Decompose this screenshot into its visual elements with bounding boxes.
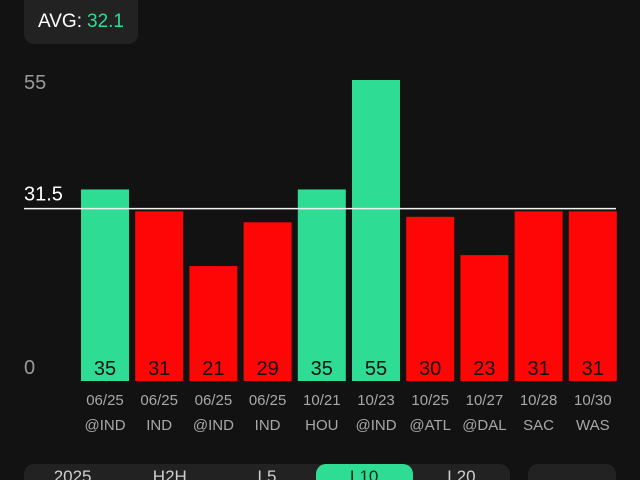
x-tick-opponent-label: IND bbox=[255, 417, 281, 434]
x-tick-date-label: 06/25 bbox=[195, 392, 233, 409]
bar bbox=[568, 211, 617, 381]
bar-value-label: 31 bbox=[582, 358, 604, 380]
x-tick-opponent-label: WAS bbox=[576, 417, 610, 434]
x-tick-opponent-label: @DAL bbox=[462, 417, 506, 434]
x-tick-date-label: 10/27 bbox=[466, 392, 504, 409]
x-tick-opponent-label: IND bbox=[146, 417, 172, 434]
bar bbox=[297, 189, 346, 381]
y-tick-label: 55 bbox=[24, 72, 46, 94]
bar-value-label: 55 bbox=[365, 358, 387, 380]
tab-l5[interactable]: L5 bbox=[257, 467, 277, 480]
bar bbox=[81, 189, 129, 381]
reference-line-label: 31.5 bbox=[24, 184, 63, 206]
x-tick-opponent-label: SAC bbox=[523, 417, 554, 434]
bar bbox=[135, 211, 184, 381]
bar-value-label: 30 bbox=[419, 358, 441, 380]
game-log-bar-chart: 55 0 35 06/25 @IND 31 06/25 IND 21 06/25 @IND 29 06/… bbox=[24, 72, 617, 434]
average-value: 32.1 bbox=[87, 11, 124, 32]
bar bbox=[406, 216, 455, 381]
x-tick-date-label: 06/25 bbox=[86, 392, 124, 409]
bar bbox=[460, 255, 509, 381]
bar-value-label: 21 bbox=[202, 358, 224, 380]
x-tick-date-label: 06/25 bbox=[140, 392, 178, 409]
x-tick-date-label: 06/25 bbox=[249, 392, 287, 409]
bar-value-label: 31 bbox=[527, 358, 549, 380]
bar bbox=[514, 211, 563, 381]
bar-value-label: 23 bbox=[473, 358, 495, 380]
x-tick-opponent-label: @IND bbox=[355, 417, 396, 434]
bottom-right-button[interactable] bbox=[528, 464, 616, 480]
x-tick-opponent-label: HOU bbox=[305, 417, 338, 434]
x-tick-opponent-label: @IND bbox=[193, 417, 234, 434]
bar bbox=[352, 80, 400, 381]
x-tick-opponent-label: @IND bbox=[84, 417, 125, 434]
average-label: AVG: bbox=[38, 11, 82, 32]
x-tick-date-label: 10/28 bbox=[520, 392, 558, 409]
tab-l10[interactable]: L10 bbox=[315, 464, 413, 480]
x-tick-date-label: 10/21 bbox=[303, 392, 341, 409]
tab-l20[interactable]: L20 bbox=[447, 467, 476, 480]
y-tick-label: 0 bbox=[24, 357, 35, 379]
range-tab-bar: 2025 H2H L5 L10 L20 bbox=[24, 464, 510, 480]
tab-2025[interactable]: 2025 bbox=[53, 467, 92, 480]
x-tick-date-label: 10/30 bbox=[574, 392, 612, 409]
average-badge: AVG: 32.1 bbox=[24, 0, 138, 44]
tab-h2h[interactable]: H2H bbox=[152, 467, 187, 480]
bar-value-label: 31 bbox=[148, 358, 170, 380]
x-tick-date-label: 10/25 bbox=[411, 392, 449, 409]
bar-value-label: 29 bbox=[256, 358, 278, 380]
bar-value-label: 35 bbox=[94, 358, 116, 380]
x-tick-opponent-label: @ATL bbox=[409, 417, 451, 434]
bar-value-label: 35 bbox=[311, 358, 333, 380]
bar bbox=[189, 266, 238, 381]
x-tick-date-label: 10/23 bbox=[357, 392, 395, 409]
bar bbox=[243, 222, 292, 381]
